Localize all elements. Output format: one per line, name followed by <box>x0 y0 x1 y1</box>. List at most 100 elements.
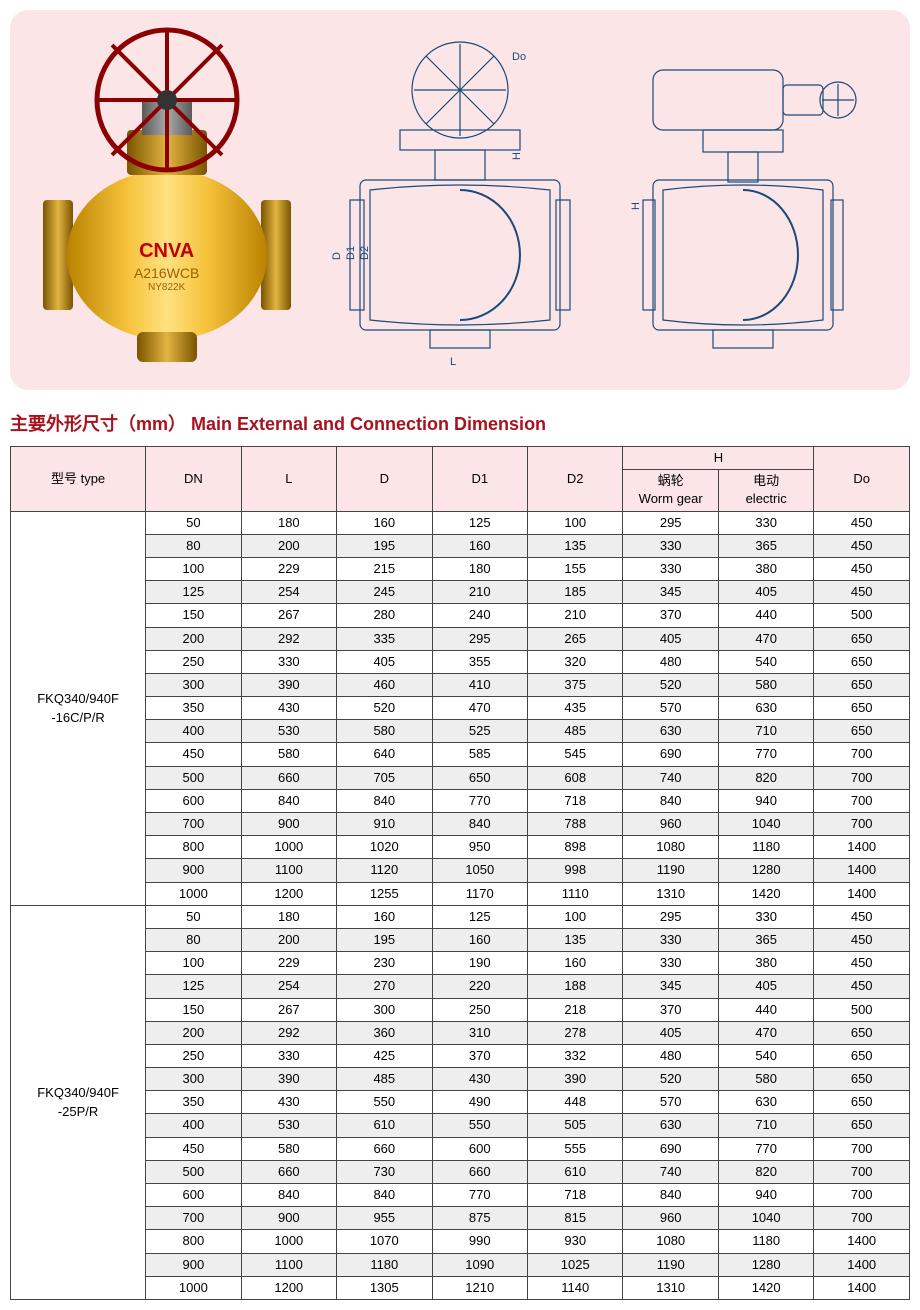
svg-text:H: H <box>630 202 642 210</box>
svg-text:L: L <box>450 356 456 368</box>
data-cell: 690 <box>623 743 718 766</box>
data-cell: 690 <box>623 1137 718 1160</box>
table-row: 80010001070990930108011801400 <box>11 1230 910 1253</box>
data-cell: 700 <box>814 789 910 812</box>
data-cell: 998 <box>528 859 623 882</box>
data-cell: 188 <box>528 975 623 998</box>
data-cell: 330 <box>718 511 813 534</box>
table-row: 200292360310278405470650 <box>11 1021 910 1044</box>
data-cell: 500 <box>814 604 910 627</box>
table-row: FKQ340/940F-16C/P/R501801601251002953304… <box>11 511 910 534</box>
data-cell: 1000 <box>241 1230 336 1253</box>
data-cell: 450 <box>814 581 910 604</box>
data-cell: 940 <box>718 789 813 812</box>
data-cell: 1400 <box>814 859 910 882</box>
table-header: 型号 type DN L D D1 D2 H Do 蜗轮Worm gear 电动… <box>11 447 910 512</box>
data-cell: 1200 <box>241 1276 336 1299</box>
data-cell: 160 <box>432 928 527 951</box>
data-cell: 470 <box>432 697 527 720</box>
data-cell: 710 <box>718 1114 813 1137</box>
data-cell: 770 <box>432 1184 527 1207</box>
table-row: 450580640585545690770700 <box>11 743 910 766</box>
data-cell: 435 <box>528 697 623 720</box>
data-cell: 405 <box>718 975 813 998</box>
data-cell: 180 <box>432 557 527 580</box>
data-cell: 525 <box>432 720 527 743</box>
data-cell: 650 <box>432 766 527 789</box>
data-cell: 125 <box>432 905 527 928</box>
data-cell: 1180 <box>337 1253 432 1276</box>
data-cell: 295 <box>623 905 718 928</box>
data-cell: 450 <box>814 534 910 557</box>
data-cell: 370 <box>623 998 718 1021</box>
data-cell: 1210 <box>432 1276 527 1299</box>
data-cell: 520 <box>337 697 432 720</box>
data-cell: 570 <box>623 697 718 720</box>
data-cell: 660 <box>337 1137 432 1160</box>
table-row: 400530580525485630710650 <box>11 720 910 743</box>
model-text: A216WCB <box>37 265 297 281</box>
data-cell: 218 <box>528 998 623 1021</box>
data-cell: 180 <box>241 905 336 928</box>
data-cell: 955 <box>337 1207 432 1230</box>
hero-image-panel: CNVA A216WCB NY822K D D1 <box>10 10 910 390</box>
dimension-table: 型号 type DN L D D1 D2 H Do 蜗轮Worm gear 电动… <box>10 446 910 1300</box>
data-cell: 1000 <box>146 882 241 905</box>
data-cell: 580 <box>337 720 432 743</box>
table-row: 500660705650608740820700 <box>11 766 910 789</box>
data-cell: 195 <box>337 928 432 951</box>
data-cell: 1310 <box>623 882 718 905</box>
data-cell: 650 <box>814 720 910 743</box>
svg-text:Do: Do <box>512 51 526 63</box>
data-cell: 370 <box>623 604 718 627</box>
table-row: 500660730660610740820700 <box>11 1160 910 1183</box>
data-cell: 330 <box>623 952 718 975</box>
data-cell: 585 <box>432 743 527 766</box>
type-cell: FKQ340/940F-25P/R <box>11 905 146 1299</box>
data-cell: 505 <box>528 1114 623 1137</box>
data-cell: 310 <box>432 1021 527 1044</box>
data-cell: 650 <box>814 673 910 696</box>
data-cell: 490 <box>432 1091 527 1114</box>
data-cell: 700 <box>814 766 910 789</box>
data-cell: 600 <box>146 1184 241 1207</box>
data-cell: 300 <box>337 998 432 1021</box>
data-cell: 700 <box>814 1160 910 1183</box>
data-cell: 100 <box>528 905 623 928</box>
data-cell: 450 <box>814 905 910 928</box>
col-h: H <box>623 447 814 470</box>
data-cell: 820 <box>718 1160 813 1183</box>
data-cell: 840 <box>623 1184 718 1207</box>
data-cell: 440 <box>718 604 813 627</box>
data-cell: 1280 <box>718 859 813 882</box>
table-row: 300390485430390520580650 <box>11 1068 910 1091</box>
data-cell: 405 <box>623 1021 718 1044</box>
data-cell: 650 <box>814 1091 910 1114</box>
data-cell: 265 <box>528 627 623 650</box>
data-cell: 1400 <box>814 1276 910 1299</box>
data-cell: 330 <box>623 928 718 951</box>
data-cell: 160 <box>432 534 527 557</box>
data-cell: 700 <box>814 1137 910 1160</box>
data-cell: 50 <box>146 511 241 534</box>
data-cell: 640 <box>337 743 432 766</box>
data-cell: 1100 <box>241 1253 336 1276</box>
data-cell: 650 <box>814 627 910 650</box>
data-cell: 718 <box>528 1184 623 1207</box>
table-row: 9001100118010901025119012801400 <box>11 1253 910 1276</box>
data-cell: 1400 <box>814 836 910 859</box>
data-cell: 900 <box>146 859 241 882</box>
data-cell: 520 <box>623 1068 718 1091</box>
table-row: 900110011201050998119012801400 <box>11 859 910 882</box>
type-cell: FKQ340/940F-16C/P/R <box>11 511 146 905</box>
data-cell: 390 <box>241 1068 336 1091</box>
data-cell: 700 <box>814 1207 910 1230</box>
data-cell: 292 <box>241 1021 336 1044</box>
data-cell: 448 <box>528 1091 623 1114</box>
col-h-elec: 电动electric <box>718 470 813 511</box>
data-cell: 125 <box>146 975 241 998</box>
data-cell: 580 <box>241 743 336 766</box>
data-cell: 630 <box>623 720 718 743</box>
table-row: 100229215180155330380450 <box>11 557 910 580</box>
data-cell: 380 <box>718 557 813 580</box>
